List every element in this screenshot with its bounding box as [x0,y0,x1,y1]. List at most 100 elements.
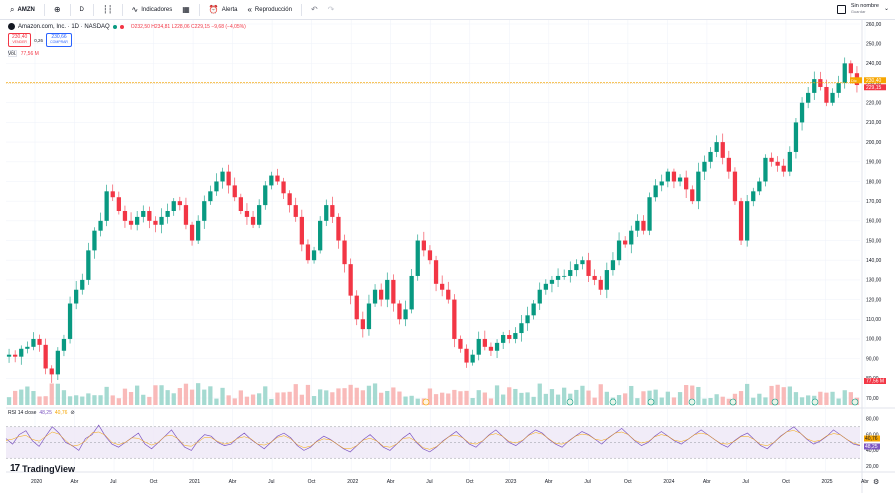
candle-body [409,275,414,310]
layout-checkbox[interactable] [836,4,846,14]
rsi-line [5,424,861,453]
volume-bar [690,385,695,405]
rsi-band [6,426,860,459]
rsi-label[interactable]: RSI 14 close [8,410,37,416]
candle-body [586,260,591,276]
rewind-icon: « [247,4,252,14]
volume-bar [80,396,85,405]
volume-bar [629,385,634,405]
candle-body [507,335,512,339]
buy-button[interactable]: 230,66 COMPRAR [46,33,72,47]
toolbar-divider [43,3,45,16]
candle-body [257,205,262,225]
earnings-event-marker [811,398,819,406]
layout-name[interactable]: Sin nombre Guardar [851,3,879,15]
event-circle [729,398,737,406]
volume-bar [763,397,768,405]
price-chart[interactable]: 260,00 250,00 240,00 230,00 220,00 210,00 200,… [0,20,895,493]
volume-bar [501,394,506,405]
compare-button[interactable]: ⊕ [50,2,65,18]
volume-bar [671,397,677,405]
volume-bar [604,391,609,405]
volume-bar [104,386,109,405]
candle-body [128,220,134,225]
time-tick-label: Abr [703,479,711,485]
sell-button[interactable]: 230,40 VENDER [8,33,32,47]
settings-gear-icon[interactable]: ⚙ [873,478,879,486]
alert-button[interactable]: ⏰ Alerta [205,2,242,18]
volume-bar [397,391,402,405]
chart-type-button[interactable]: ┆┆ [99,2,117,18]
volume-bar [799,397,805,405]
volume-bar [244,396,250,405]
ohlc-values: O232,50 H234,81 L228,06 C229,15 −9,68 (−… [130,23,246,30]
data-status-icon[interactable] [119,24,124,29]
candle-body [299,216,304,245]
chevron-down-icon[interactable]: ⌄ [883,6,889,12]
candle-body [818,79,823,87]
candle-body [177,201,182,206]
redo-button[interactable]: ↷ [324,2,339,18]
tradingview-logo[interactable]: 17 TradingView [10,463,75,474]
instrument-title[interactable]: Amazon.com, Inc. · 1D · NASDAQ [18,23,110,30]
volume-bar [330,392,335,405]
volume-bar [409,395,414,405]
undo-button[interactable]: ↶ [307,2,322,18]
price-tick-label: 130,00 [866,278,882,284]
rsi-value-tag-label: 48,25 [865,444,878,450]
volume-bar [324,390,329,405]
candle-body [665,171,670,182]
candle-body [696,171,701,202]
price-tick-label: 240,00 [866,61,882,67]
rsi-legend: RSI 14 close 48,25 40,76 ⊘ [8,410,75,416]
interval-label: D [79,6,84,13]
candle-body [476,338,481,355]
rsi-value-tag [864,443,880,450]
candle-body [330,205,335,217]
replay-button[interactable]: « Reproducción [243,2,295,18]
candle-body [49,368,54,375]
candle-body [159,216,164,225]
time-tick-label: 2021 [189,479,200,485]
top-toolbar: ⌕ AMZN ⊕ D ┆┆ ∿ Indicadores ▦ ⏰ Alerta «… [0,0,895,20]
candle-body [391,279,396,304]
visibility-icon[interactable]: ⊘ [70,410,75,416]
volume-bar [153,385,158,405]
candle-body [263,185,268,206]
price-tick-label: 190,00 [866,160,882,166]
candle-body [702,161,707,172]
candle-body [738,201,744,241]
candle-body [824,86,829,103]
indicators-button[interactable]: ∿ Indicadores [128,2,177,18]
candle-body [848,63,853,74]
candles-icon: ┆┆ [102,4,113,14]
rsi-value-b: 40,76 [54,410,68,416]
interval-button[interactable]: D [76,2,88,18]
volume-bar [507,387,512,405]
volume-bar [562,387,567,405]
candle-body [787,151,792,172]
toolbar-divider [69,3,71,16]
layout-save-label: Guardar [850,9,866,14]
earnings-event-marker [771,398,779,406]
collapse-legend-button[interactable]: ⌃ [8,50,17,57]
earnings-event-marker [422,398,430,406]
volume-bar [818,391,823,405]
candle-body [799,102,805,123]
grid-icon: ▦ [182,4,190,14]
symbol-search-button[interactable]: ⌕ AMZN [6,2,39,18]
candle-body [232,185,237,198]
volume-bar [238,390,243,405]
market-status-icon[interactable] [112,24,117,29]
volume-bar [257,393,262,405]
layout-name-label: Sin nombre [850,3,879,9]
candle-body [543,283,548,290]
volume-bar [696,386,701,405]
price-tick-label: 150,00 [866,238,882,244]
volume-bar [275,392,280,405]
candle-body [488,346,494,351]
volume-bar [318,389,323,405]
price-tick-label: 230,00 [866,81,882,87]
templates-button[interactable]: ▦ [178,2,194,18]
price-tick-label: 120,00 [866,297,882,303]
